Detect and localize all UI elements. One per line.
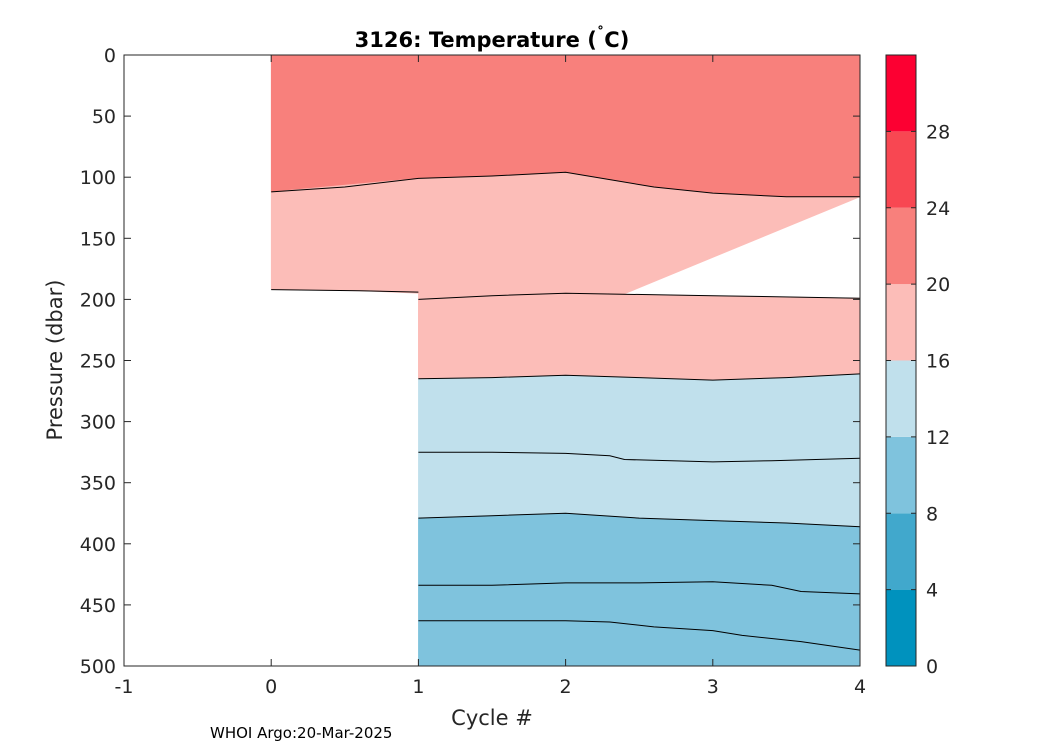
x-tick-label: 2 — [560, 676, 572, 698]
colorbar-tick-label: 28 — [926, 121, 950, 143]
chart-title-main: 3126: Temperature ( — [355, 28, 597, 52]
colorbar-band-4 — [886, 360, 916, 437]
contour-line-1 — [271, 171, 860, 198]
chart-title-end: C) — [604, 28, 629, 52]
contour-line-5 — [418, 451, 861, 463]
contour-line-2 — [271, 289, 419, 293]
colorbar-band-7 — [886, 131, 916, 208]
fill-region-3 — [418, 292, 861, 381]
y-tick-label: 300 — [80, 412, 116, 434]
x-axis: -1 0 1 2 3 4 — [115, 55, 866, 698]
contour-line-7 — [418, 581, 861, 595]
contour-line-8 — [418, 620, 861, 651]
plot-fill-regions — [270, 54, 861, 667]
contour-lines — [271, 171, 861, 651]
colorbar-tick-label: 16 — [926, 351, 950, 373]
footer-credit: WHOI Argo:20-Mar-2025 — [210, 724, 393, 742]
x-axis-label: Cycle # — [451, 706, 533, 730]
colorbar-tick-label: 8 — [926, 503, 938, 525]
y-axis-label: Pressure (dbar) — [43, 280, 67, 441]
y-tick-label: 50 — [92, 106, 116, 128]
y-tick-label: 200 — [80, 289, 116, 311]
colorbar: 0 4 8 12 16 20 24 28 — [885, 54, 950, 678]
colorbar-tick-label: 4 — [926, 580, 938, 602]
y-tick-label: 350 — [80, 473, 116, 495]
y-tick-label: 0 — [104, 45, 116, 67]
y-tick-label: 400 — [80, 534, 116, 556]
colorbar-tick-label: 0 — [926, 656, 938, 678]
contour-line-6 — [418, 512, 861, 528]
colorbar-tick-label: 20 — [926, 274, 950, 296]
colorbar-tick-label: 24 — [926, 198, 950, 220]
x-tick-label: 4 — [854, 676, 866, 698]
colorbar-band-8 — [886, 55, 916, 132]
colorbar-band-2 — [886, 513, 916, 590]
colorbar-band-3 — [886, 436, 916, 514]
colorbar-band-5 — [886, 284, 916, 361]
x-tick-label: 1 — [412, 676, 424, 698]
colorbar-band-6 — [886, 207, 916, 285]
x-tick-label: 0 — [265, 676, 277, 698]
chart-title-degree: ˚ — [597, 25, 605, 43]
y-axis: 0 50 100 150 200 250 300 350 400 450 500 — [80, 45, 860, 678]
y-tick-label: 500 — [80, 656, 116, 678]
contour-line-3 — [418, 292, 861, 300]
chart-title: 3126: Temperature (˚C) — [355, 25, 630, 52]
colorbar-tick-label: 12 — [926, 427, 950, 449]
y-tick-label: 150 — [80, 228, 116, 250]
y-tick-label: 100 — [80, 167, 116, 189]
y-tick-label: 450 — [80, 595, 116, 617]
colorbar-band-1 — [886, 589, 916, 666]
x-tick-label: 3 — [707, 676, 719, 698]
y-tick-label: 250 — [80, 351, 116, 373]
fill-region-4 — [418, 373, 861, 528]
contour-line-4 — [418, 373, 861, 381]
x-tick-label: -1 — [115, 676, 134, 698]
